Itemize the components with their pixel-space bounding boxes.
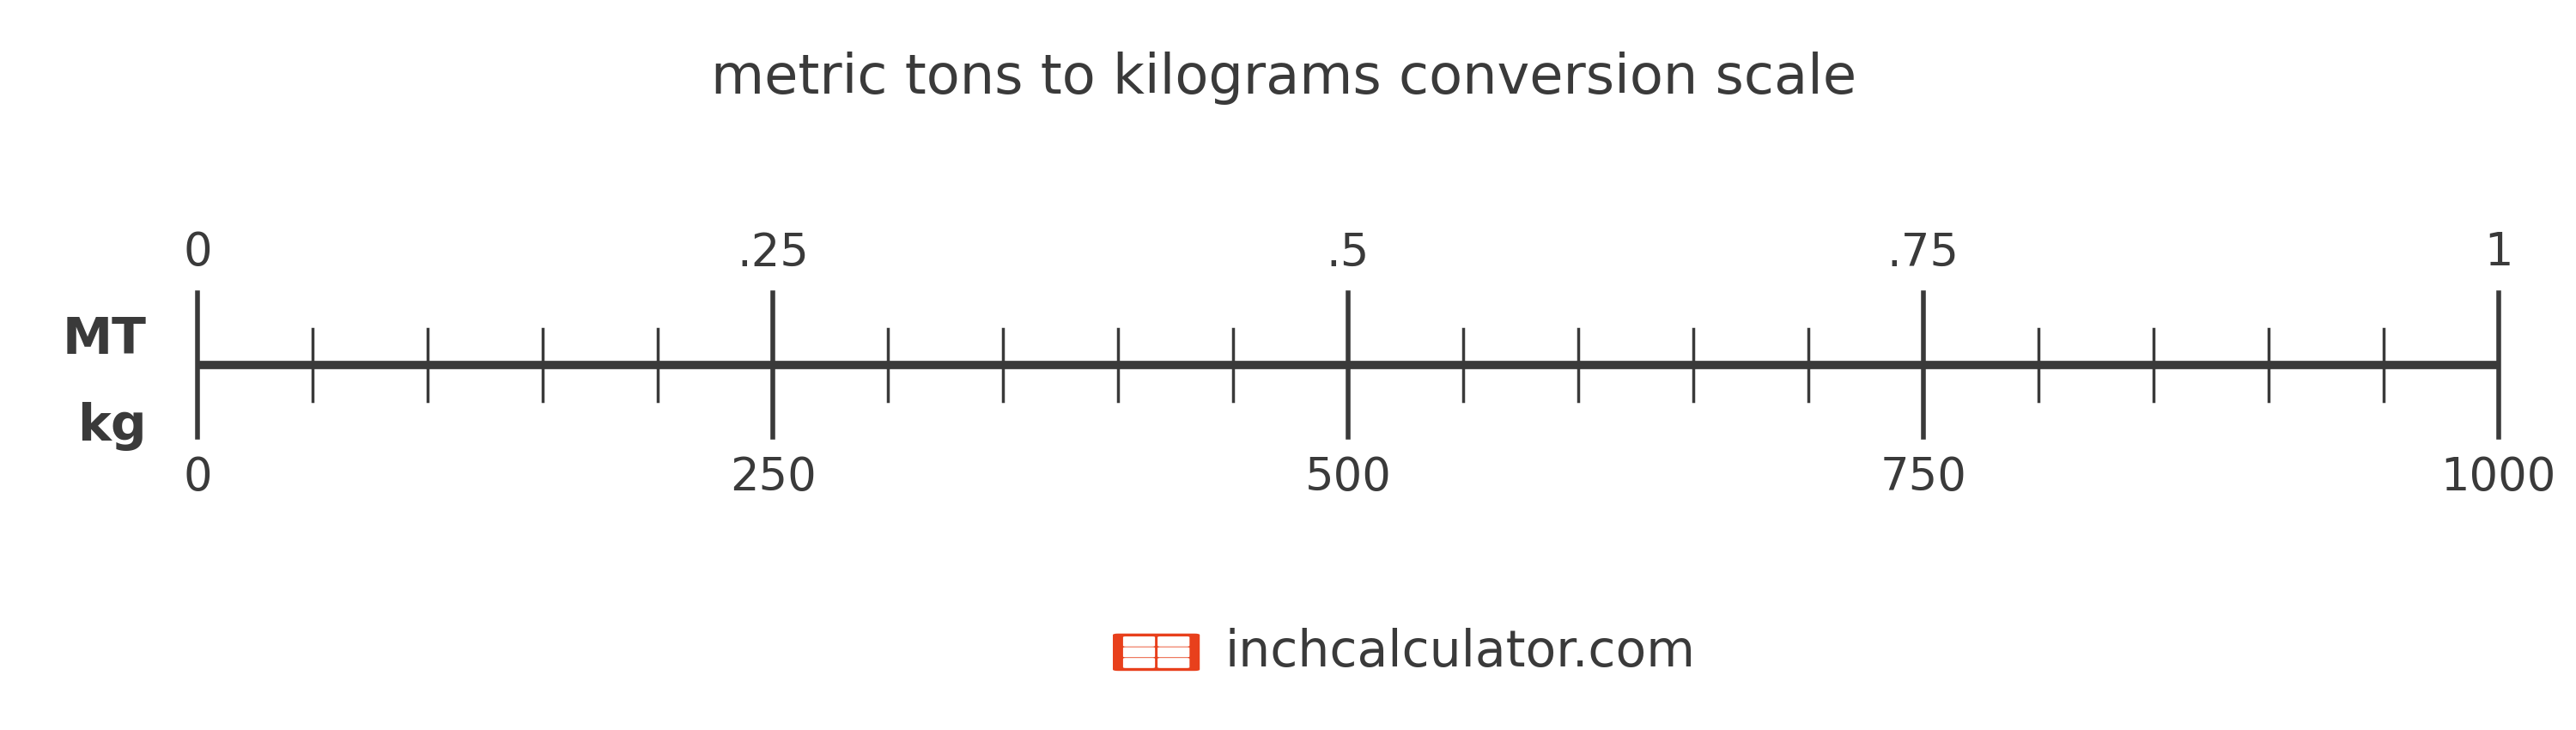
Text: 500: 500: [1303, 455, 1391, 499]
Text: inchcalculator.com: inchcalculator.com: [1226, 628, 1695, 677]
Text: 0: 0: [183, 455, 211, 499]
FancyBboxPatch shape: [1123, 637, 1154, 647]
FancyBboxPatch shape: [1113, 634, 1200, 671]
Text: MT: MT: [62, 315, 147, 364]
Text: 1: 1: [2483, 231, 2512, 275]
Text: .25: .25: [737, 231, 809, 275]
Text: 0: 0: [183, 231, 211, 275]
Text: 250: 250: [729, 455, 817, 499]
FancyBboxPatch shape: [1123, 658, 1154, 668]
Text: metric tons to kilograms conversion scale: metric tons to kilograms conversion scal…: [711, 51, 1857, 104]
Text: 750: 750: [1880, 455, 1965, 499]
Text: .5: .5: [1327, 231, 1370, 275]
FancyBboxPatch shape: [1123, 648, 1154, 657]
Text: .75: .75: [1888, 231, 1960, 275]
FancyBboxPatch shape: [1157, 648, 1190, 657]
FancyBboxPatch shape: [1157, 637, 1190, 647]
Text: kg: kg: [77, 402, 147, 450]
FancyBboxPatch shape: [1157, 658, 1190, 668]
Text: 1000: 1000: [2439, 455, 2555, 499]
